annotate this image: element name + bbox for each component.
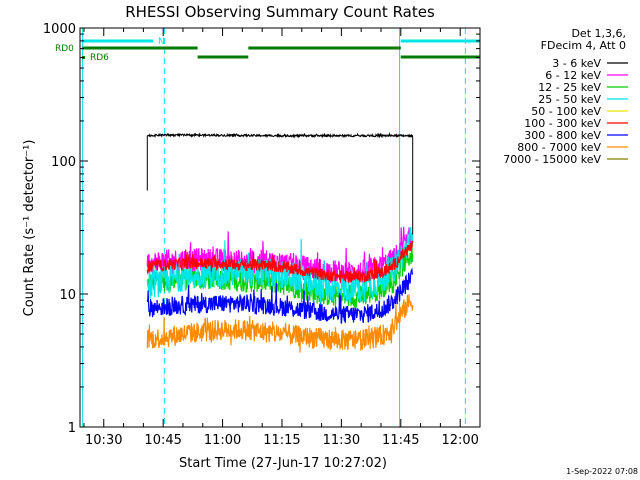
x-tick-label-1: 10:45: [144, 433, 181, 448]
legend-header-line-1: FDecim 4, Att 0: [541, 39, 626, 52]
y-tick-label-3: 1000: [43, 22, 76, 37]
x-tick-label-4: 11:30: [323, 433, 360, 448]
x-tick-label-3: 11:15: [263, 433, 300, 448]
y-axis-label: Count Rate (s⁻¹ detector⁻¹): [22, 140, 37, 317]
legend-label-1: 6 - 12 keV: [545, 69, 601, 82]
chart-title: RHESSI Observing Summary Count Rates: [125, 3, 435, 21]
legend-label-2: 12 - 25 keV: [538, 81, 601, 94]
x-axis-label: Start Time (27-Jun-17 10:27:02): [179, 456, 387, 471]
flag-bars-layer: N RD0 RD6: [55, 37, 480, 63]
flag-label-rd6: RD6: [90, 53, 109, 63]
series-layer: [146, 131, 414, 353]
legend-label-7: 800 - 7000 keV: [517, 141, 601, 154]
legend-label-0: 3 - 6 keV: [552, 57, 601, 70]
series-line-300-800kev: [146, 267, 414, 324]
flag-label-rd0: RD0: [55, 44, 74, 54]
x-tick-label-5: 11:45: [382, 433, 419, 448]
y-tick-label-2: 100: [51, 155, 76, 170]
x-tick-label-2: 11:00: [204, 433, 241, 448]
legend-header-line-0: Det 1,3,6,: [571, 27, 626, 40]
x-tick-label-6: 12:00: [441, 433, 478, 448]
series-line-800-7000kev: [146, 294, 414, 353]
plot-frame: [79, 27, 481, 428]
flag-label-n: N: [158, 37, 165, 47]
series-line-3-6kev: [146, 131, 414, 235]
x-tick-label-0: 10:30: [85, 433, 122, 448]
legend-label-5: 100 - 300 keV: [524, 117, 601, 130]
axes-layer: 10:30 10:45 11:00 11:15 11:30 11:45 12:00 1 10 10…: [43, 22, 481, 448]
y-tick-label-0: 1: [68, 421, 76, 436]
legend-label-4: 50 - 100 keV: [531, 105, 601, 118]
y-tick-label-1: 10: [59, 288, 76, 303]
vertical-marker-layer: [81, 28, 466, 427]
legend-label-6: 300 - 800 keV: [524, 129, 601, 142]
legend-label-3: 25 - 50 keV: [538, 93, 601, 106]
timestamp: 1-Sep-2022 07:08: [566, 467, 638, 476]
legend-label-8: 7000 - 15000 keV: [503, 153, 601, 166]
series-line-100-300kev: [146, 240, 414, 284]
